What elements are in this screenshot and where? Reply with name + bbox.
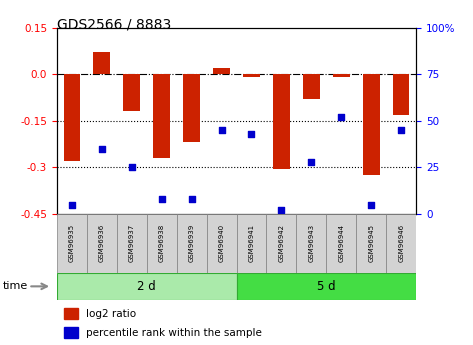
Bar	[207, 214, 236, 273]
Point	[98, 146, 105, 151]
Point	[397, 127, 405, 133]
Point	[218, 127, 225, 133]
Bar	[63, 74, 80, 161]
Point	[158, 196, 166, 202]
Bar	[356, 214, 386, 273]
Text: GSM96936: GSM96936	[99, 224, 105, 262]
Point	[278, 207, 285, 213]
Text: GSM96946: GSM96946	[398, 224, 404, 262]
Text: GSM96940: GSM96940	[219, 224, 225, 262]
Bar	[64, 327, 79, 338]
Bar	[64, 308, 79, 319]
Point	[248, 131, 255, 137]
Bar	[236, 214, 266, 273]
Bar	[153, 74, 170, 158]
Bar	[57, 273, 236, 300]
Text: GSM96938: GSM96938	[158, 224, 165, 262]
Text: GSM96939: GSM96939	[189, 224, 194, 262]
Bar	[213, 68, 230, 74]
Bar	[117, 214, 147, 273]
Text: GSM96937: GSM96937	[129, 224, 135, 262]
Bar	[333, 74, 350, 77]
Text: GSM96942: GSM96942	[279, 224, 284, 262]
Bar	[363, 74, 379, 175]
Bar	[57, 214, 87, 273]
Point	[368, 202, 375, 207]
Text: GSM96944: GSM96944	[338, 224, 344, 262]
Bar	[303, 74, 320, 99]
Text: GDS2566 / 8883: GDS2566 / 8883	[57, 17, 171, 31]
Text: GSM96943: GSM96943	[308, 224, 315, 262]
Bar	[94, 52, 110, 74]
Bar	[393, 74, 410, 115]
Bar	[176, 214, 207, 273]
Bar	[243, 74, 260, 77]
Point	[307, 159, 315, 165]
Bar	[147, 214, 176, 273]
Bar	[123, 74, 140, 111]
Text: log2 ratio: log2 ratio	[86, 309, 136, 318]
Point	[188, 196, 195, 202]
Bar	[273, 74, 289, 169]
Bar	[266, 214, 297, 273]
Text: GSM96945: GSM96945	[368, 224, 374, 262]
Text: GSM96935: GSM96935	[69, 224, 75, 262]
Bar	[236, 273, 416, 300]
Bar	[87, 214, 117, 273]
Bar	[184, 74, 200, 142]
Text: 5 d: 5 d	[317, 280, 336, 293]
Point	[338, 114, 345, 120]
Bar	[386, 214, 416, 273]
Point	[128, 165, 135, 170]
Bar	[326, 214, 356, 273]
Text: time: time	[2, 282, 27, 291]
Point	[68, 202, 76, 207]
Bar	[297, 214, 326, 273]
Text: GSM96941: GSM96941	[248, 224, 254, 262]
Text: 2 d: 2 d	[137, 280, 156, 293]
Text: percentile rank within the sample: percentile rank within the sample	[86, 328, 262, 338]
